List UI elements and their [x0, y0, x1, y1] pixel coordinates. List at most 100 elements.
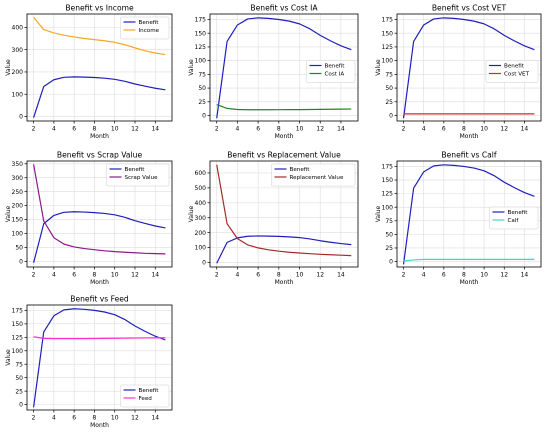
- y-axis-label: Value: [5, 59, 12, 76]
- y-axis-label: Value: [375, 205, 382, 222]
- series-line-income: [33, 16, 166, 56]
- series-line-calf: [403, 258, 535, 262]
- series-line-benefit: [216, 17, 352, 119]
- x-tick-label: 6: [442, 272, 446, 279]
- chart-panel-3: 2 4 6 8 10 12 14 0 25 50 75 100 125 150 175 Benefit vs …: [375, 4, 542, 140]
- x-tick-label: 8: [277, 126, 281, 133]
- chart-panel-7: 2 4 6 8 10 12 14 0 25 50 75 100 125 150 175 Benefit vs …: [5, 295, 173, 429]
- legend-label: Benefit: [325, 64, 346, 70]
- y-tick-label: 100: [12, 348, 24, 355]
- x-tick-label: 6: [256, 126, 260, 133]
- x-tick-label: 2: [402, 126, 406, 133]
- plot-frame: [396, 13, 542, 122]
- legend-label: Benefit: [508, 210, 529, 216]
- y-tick-label: 125: [195, 44, 207, 51]
- y-tick-label: 200: [12, 203, 24, 210]
- plot-frame: [209, 13, 359, 122]
- y-tick-label: 0: [19, 259, 23, 266]
- y-axis-label: Value: [375, 59, 382, 76]
- x-tick-label: 12: [316, 126, 324, 133]
- chart-title: Benefit vs Scrap Value: [57, 151, 143, 160]
- legend-label: Replacement Value: [290, 175, 344, 181]
- series-line-benefit: [402, 17, 535, 119]
- series-line-benefit: [33, 211, 166, 263]
- y-tick-label: 75: [385, 218, 393, 225]
- y-tick-label: 0: [389, 113, 393, 120]
- legend-box: [271, 163, 356, 187]
- legend-label: Benefit: [125, 167, 146, 173]
- y-tick-label: 0: [389, 259, 393, 266]
- plot-frame: [26, 13, 173, 122]
- y-axis-label: Value: [5, 349, 12, 366]
- x-tick-label: 8: [462, 272, 466, 279]
- x-tick-label: 6: [72, 126, 76, 133]
- series-line-feed: [33, 336, 166, 340]
- x-tick-label: 8: [93, 272, 97, 279]
- series-line-benefit: [32, 308, 166, 408]
- y-tick-label: 250: [12, 189, 24, 196]
- y-tick-label: 100: [12, 91, 24, 98]
- x-tick-label: 12: [316, 272, 324, 279]
- y-tick-label: 75: [385, 71, 393, 78]
- y-tick-label: 150: [195, 30, 207, 37]
- y-tick-label: 50: [198, 85, 206, 92]
- chart-panel-5: 2 4 6 8 10 12 14 0 100 200 300 400 500 600 Benefit vs …: [188, 151, 359, 286]
- y-tick-label: 150: [12, 321, 24, 328]
- chart-panel-6: 2 4 6 8 10 12 14 0 25 50 75 100 125 150 175 Benefit vs …: [375, 151, 542, 286]
- x-tick-label: 2: [215, 272, 219, 279]
- x-tick-label: 4: [236, 272, 240, 279]
- x-tick-label: 12: [500, 272, 508, 279]
- y-axis-label: Value: [188, 205, 195, 222]
- y-tick-label: 350: [12, 161, 24, 168]
- y-tick-label: 75: [198, 71, 206, 78]
- x-tick-label: 4: [236, 126, 240, 133]
- legend-label: Benefit: [504, 64, 525, 70]
- x-tick-label: 14: [151, 415, 159, 422]
- x-tick-label: 2: [32, 415, 36, 422]
- x-tick-label: 4: [52, 126, 56, 133]
- legend: Benefit Scrap Value: [106, 163, 170, 187]
- y-tick-label: 50: [385, 231, 393, 238]
- chart-panel-2: 2 4 6 8 10 12 14 0 25 50 75 100 125 150 175 Benefit vs …: [188, 4, 359, 140]
- x-axis-label: Month: [90, 133, 109, 140]
- y-tick-label: 125: [382, 191, 394, 198]
- legend-label: Income: [139, 28, 160, 34]
- x-tick-label: 2: [32, 126, 36, 133]
- y-tick-label: 50: [15, 375, 23, 382]
- x-tick-label: 2: [32, 272, 36, 279]
- y-tick-label: 100: [195, 58, 207, 65]
- y-tick-label: 600: [195, 170, 207, 177]
- y-tick-label: 175: [12, 307, 24, 314]
- x-tick-label: 14: [151, 126, 159, 133]
- y-tick-label: 400: [195, 200, 207, 207]
- chart-title: Benefit vs Income: [65, 4, 134, 13]
- y-axis-label: Value: [188, 59, 195, 76]
- chart-panel-1: 2 4 6 8 10 12 14 0 100 200 300 400 Benefit vs Income…: [5, 4, 173, 140]
- y-tick-label: 0: [202, 113, 206, 120]
- y-tick-label: 300: [12, 175, 24, 182]
- y-tick-label: 500: [195, 185, 207, 192]
- x-tick-label: 2: [402, 272, 406, 279]
- x-tick-label: 14: [151, 272, 159, 279]
- x-axis-label: Month: [90, 279, 109, 286]
- chart-title: Benefit vs Replacement Value: [227, 151, 341, 160]
- y-tick-label: 300: [12, 47, 24, 54]
- x-tick-label: 8: [93, 415, 97, 422]
- y-tick-label: 100: [12, 231, 24, 238]
- plot-frame: [26, 160, 173, 268]
- y-tick-label: 0: [202, 260, 206, 267]
- y-tick-label: 0: [19, 402, 23, 409]
- legend-box: [106, 163, 170, 187]
- x-axis-label: Month: [460, 279, 479, 286]
- x-tick-label: 4: [52, 272, 56, 279]
- x-tick-label: 10: [111, 126, 119, 133]
- x-tick-label: 4: [422, 272, 426, 279]
- x-axis-label: Month: [275, 133, 294, 140]
- legend: Benefit Cost VET: [485, 60, 539, 83]
- x-axis-label: Month: [275, 279, 294, 286]
- y-tick-label: 25: [385, 99, 393, 106]
- legend: Benefit Income: [120, 16, 170, 40]
- y-tick-label: 175: [195, 17, 207, 24]
- y-tick-label: 50: [385, 85, 393, 92]
